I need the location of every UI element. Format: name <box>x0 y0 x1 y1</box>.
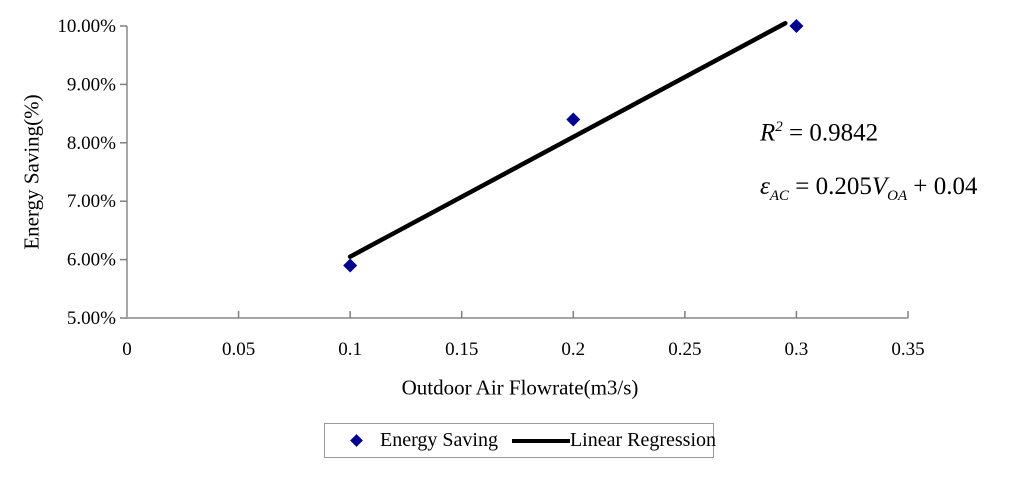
svg-text:0.15: 0.15 <box>445 339 478 360</box>
legend-item-energy-saving: Energy Saving <box>325 429 498 452</box>
svg-text:0.2: 0.2 <box>561 339 585 360</box>
y-axis-title: Energy Saving(%) <box>19 94 44 250</box>
svg-text:0.35: 0.35 <box>891 339 924 360</box>
svg-text:7.00%: 7.00% <box>67 191 116 212</box>
regression-equation-text: εAC = 0.205VOA + 0.04 <box>760 173 978 205</box>
svg-text:5.00%: 5.00% <box>67 308 116 329</box>
svg-text:0.1: 0.1 <box>338 339 362 360</box>
svg-text:0.05: 0.05 <box>222 339 255 360</box>
svg-text:10.00%: 10.00% <box>57 16 116 37</box>
legend-label-energy-saving: Energy Saving <box>380 429 498 451</box>
svg-text:9.00%: 9.00% <box>67 74 116 95</box>
regression-annotation: R2 = 0.9842 εAC = 0.205VOA + 0.04 <box>760 100 978 223</box>
legend-item-linear-regression: Linear Regression <box>498 429 716 452</box>
diamond-marker-icon <box>350 434 363 447</box>
svg-text:0: 0 <box>122 339 132 360</box>
chart-legend: Energy Saving Linear Regression <box>324 423 716 458</box>
svg-text:0.3: 0.3 <box>785 339 809 360</box>
x-axis-title: Outdoor Air Flowrate(m3/s) <box>401 375 639 400</box>
svg-text:8.00%: 8.00% <box>67 133 116 154</box>
svg-text:0.25: 0.25 <box>668 339 701 360</box>
svg-text:6.00%: 6.00% <box>67 250 116 271</box>
line-marker-icon <box>511 438 570 443</box>
legend-label-linear-regression: Linear Regression <box>569 429 717 451</box>
r-squared-text: R2 = 0.9842 <box>760 119 879 147</box>
